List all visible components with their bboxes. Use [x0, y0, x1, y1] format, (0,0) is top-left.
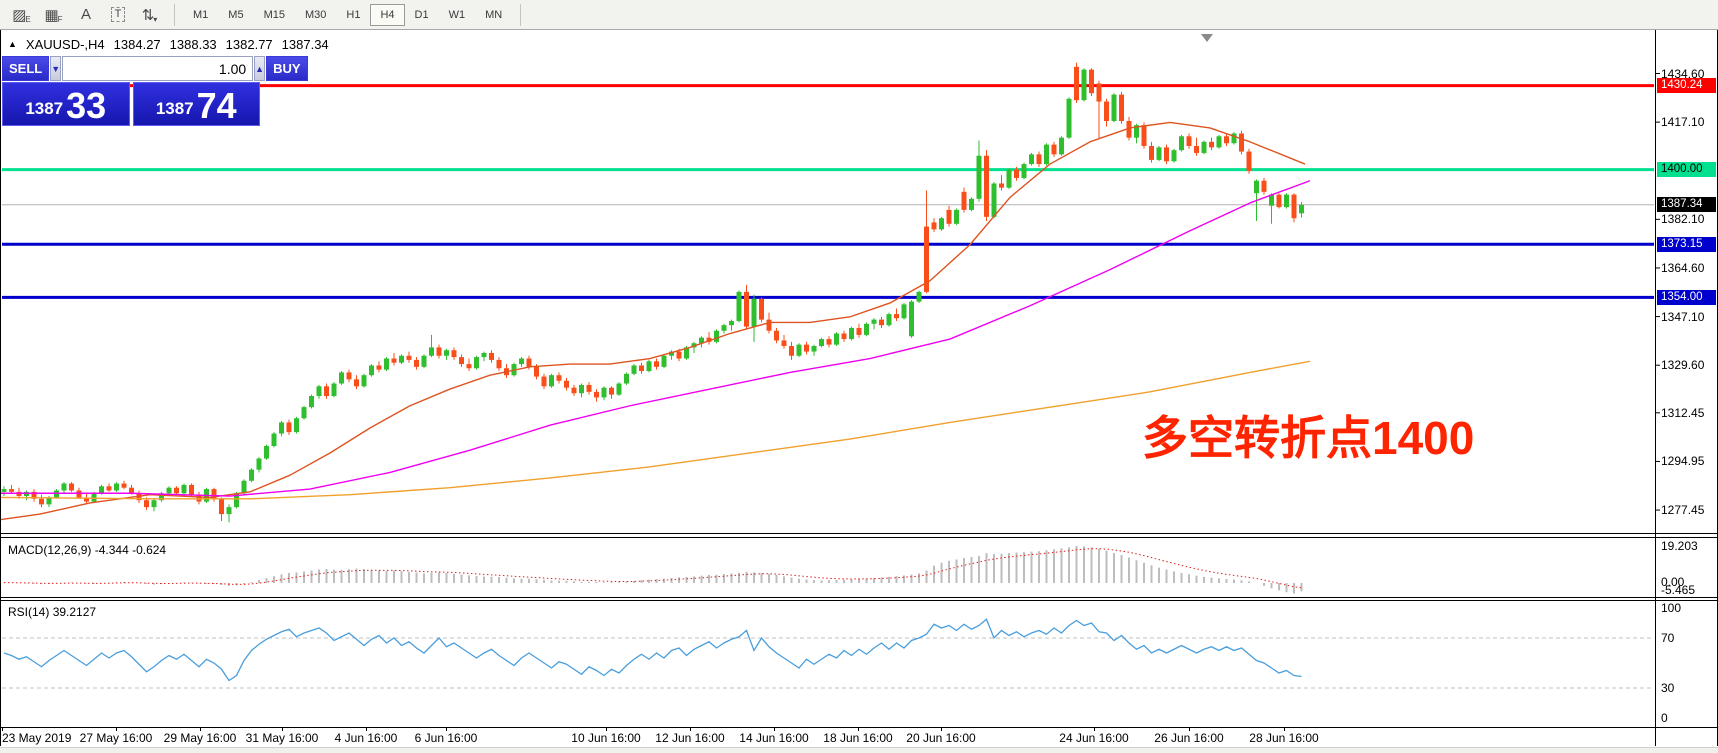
timeframe-H4[interactable]: H4	[370, 3, 405, 26]
indicator-scale-label: 0	[1661, 711, 1668, 725]
high-value: 1388.33	[169, 37, 217, 52]
indicator-scale-label: 70	[1661, 631, 1675, 645]
time-axis-label: 18 Jun 16:00	[823, 731, 893, 745]
indicator-scale-label: -5.465	[1661, 583, 1696, 597]
volume-input[interactable]	[62, 56, 254, 81]
time-axis-label: 12 Jun 16:00	[655, 731, 725, 745]
macd-label: MACD(12,26,9) -4.344 -0.624	[8, 543, 167, 557]
rsi-label: RSI(14) 39.2127	[8, 605, 97, 619]
time-axis-label: 27 May 16:00	[79, 731, 153, 745]
price-scale-label: 1277.45	[1661, 503, 1705, 518]
time-axis-label: 31 May 16:00	[245, 731, 319, 745]
candles-layer	[1, 62, 1304, 523]
price-badge-1373.15: 1373.15	[1657, 236, 1716, 252]
arrange-icon[interactable]: ⇅ ▾	[141, 6, 158, 25]
sell-price-pips: 33	[66, 85, 107, 126]
buy-price-pips: 74	[196, 85, 237, 126]
collapse-triangle-icon[interactable]: ▲	[8, 38, 17, 49]
toolbar: ▨ E ▦ F A T ⇅ ▾ M1 M5 M15 M30 H1 H4 D1 W1 MN	[0, 0, 1718, 30]
toolbar-separator-2	[520, 3, 522, 26]
chart-text-annotation[interactable]: 多空转折点1400	[1142, 412, 1475, 464]
price-badge-1400.00: 1400.00	[1657, 162, 1716, 178]
indicator-scale-label: 0.00	[1661, 575, 1685, 589]
price-scale-label: 1364.60	[1661, 260, 1705, 275]
time-axis-label: 20 Jun 16:00	[906, 731, 976, 745]
ma-slow-line	[0, 360, 1311, 500]
close-value: 1387.34	[281, 37, 329, 52]
time-axis-label: 26 Jun 16:00	[1154, 731, 1224, 745]
rsi-indicator-line	[3, 618, 1302, 682]
price-badge-1430.24: 1430.24	[1657, 78, 1716, 94]
indicator-scale-label: 19.203	[1661, 539, 1698, 553]
toolbar-separator	[174, 3, 175, 26]
timeframe-bar: M1 M5 M15 M30 H1 H4 D1 W1 MN	[183, 3, 512, 26]
price-scale-label: 1434.60	[1661, 66, 1705, 81]
price-scale-label: 1294.95	[1661, 454, 1705, 469]
macd-signal-line	[3, 548, 1302, 589]
chart-header: ▲ XAUUSD-,H4 1384.27 1388.33 1382.77 138…	[8, 37, 329, 52]
volume-decrease-button[interactable]: ▼	[50, 56, 62, 81]
low-value: 1382.77	[225, 37, 273, 52]
buy-button[interactable]: BUY	[266, 56, 308, 81]
ma-mid-line	[0, 180, 1311, 497]
time-axis-label: 4 Jun 16:00	[334, 731, 398, 745]
indicator-scale-label: 100	[1661, 601, 1682, 615]
chart-shift-marker[interactable]	[1201, 34, 1213, 42]
timeframe-M15[interactable]: M15	[263, 8, 285, 21]
timeframe-W1[interactable]: W1	[448, 8, 466, 21]
sell-price-main: 1387	[25, 99, 64, 118]
buy-price-main: 1387	[155, 99, 194, 118]
timeframe-M1[interactable]: M1	[193, 8, 209, 21]
text-box-icon[interactable]: T	[102, 3, 134, 27]
time-axis-label: 6 Jun 16:00	[414, 731, 478, 745]
ma-layer	[0, 121, 1311, 521]
price-scale-label: 1329.60	[1661, 358, 1705, 373]
price-badge-1354.00: 1354.00	[1657, 289, 1716, 305]
time-axis-label: 24 Jun 16:00	[1059, 731, 1129, 745]
timeframe-D1[interactable]: D1	[414, 8, 429, 21]
price-scale-label: 1312.45	[1661, 405, 1705, 420]
sell-button[interactable]: SELL	[2, 56, 50, 81]
macd-layer	[3, 546, 1303, 594]
time-axis-label: 28 Jun 16:00	[1249, 731, 1319, 745]
timeframe-H1[interactable]: H1	[346, 8, 361, 21]
grid-fibo-icon[interactable]: ▦ F	[44, 6, 63, 25]
price-scale-label: 1347.10	[1661, 309, 1705, 324]
bottom-strip	[0, 747, 1718, 753]
timeframe-MN[interactable]: MN	[485, 8, 503, 21]
rsi-layer	[2, 618, 1654, 689]
time-axis-label: 23 May 2019	[2, 731, 72, 745]
indicator-scale-label: 30	[1661, 681, 1675, 695]
volume-increase-button[interactable]: ▲	[254, 56, 266, 81]
frame-layer	[0, 30, 1718, 746]
ma-fast-line	[0, 121, 1306, 521]
open-value: 1384.27	[113, 37, 161, 52]
text-label-icon[interactable]: A	[80, 6, 91, 23]
buy-price-box[interactable]: 1387 74	[132, 82, 260, 126]
toolbar-icons: ▨ E ▦ F A T ⇅ ▾	[6, 3, 166, 27]
sell-price-box[interactable]: 1387 33	[2, 82, 130, 126]
macd-current-values: -4.344 -0.624	[94, 543, 167, 557]
rsi-current-value: 39.2127	[52, 605, 97, 619]
hline-layer	[2, 84, 1654, 299]
price-scale-label: 1382.10	[1661, 212, 1705, 227]
price-scale-label: 1417.10	[1661, 115, 1705, 130]
time-axis-label: 29 May 16:00	[163, 731, 237, 745]
price-badge-1387.34: 1387.34	[1657, 197, 1716, 213]
time-axis-label: 14 Jun 16:00	[739, 731, 809, 745]
timeframe-M5[interactable]: M5	[228, 8, 244, 21]
timeframe-M30[interactable]: M30	[304, 8, 327, 21]
one-click-trade-panel: SELL ▼ ▲ BUY 1387 33 1387 74	[2, 56, 308, 126]
draw-pattern-icon[interactable]: ▨ E	[12, 6, 31, 25]
symbol-period-label: XAUUSD-,H4	[25, 37, 105, 52]
time-axis-label: 10 Jun 16:00	[571, 731, 641, 745]
